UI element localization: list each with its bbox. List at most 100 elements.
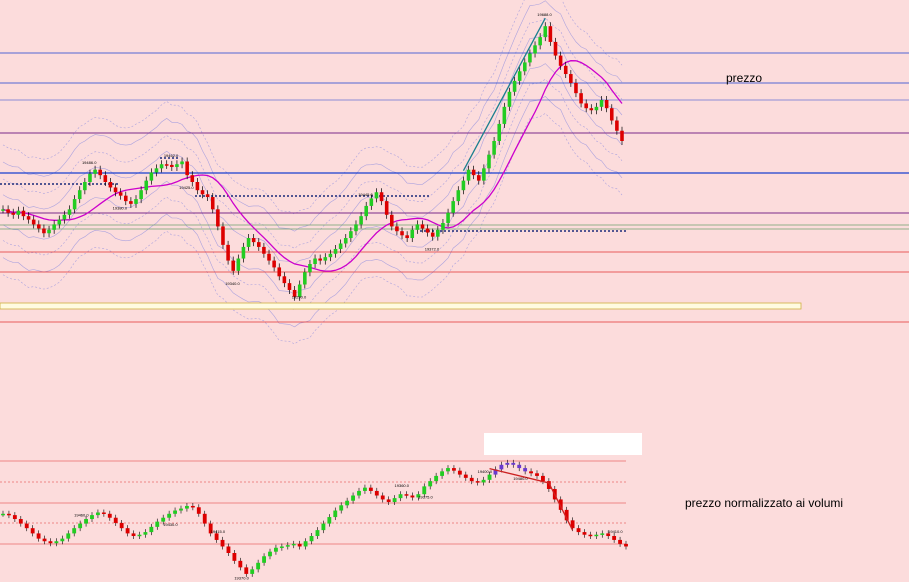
candle-body xyxy=(415,224,420,230)
norm-candle-body xyxy=(232,553,237,561)
candle-body xyxy=(108,182,113,188)
candle-body xyxy=(154,168,159,173)
candle-body xyxy=(262,246,266,254)
norm-candle-body xyxy=(220,539,225,547)
norm-annotation: 19370.0 xyxy=(234,575,249,580)
candle-body xyxy=(221,226,225,245)
norm-candle-body xyxy=(244,567,249,574)
norm-candle-body xyxy=(36,533,41,539)
norm-candle-body xyxy=(392,498,397,503)
norm-trendline xyxy=(489,467,574,531)
candle-body xyxy=(123,195,128,202)
norm-candle-body xyxy=(333,510,338,518)
candle-body xyxy=(374,192,379,199)
candle-body xyxy=(6,209,10,213)
norm-candle-body xyxy=(357,490,361,496)
norm-candle-body xyxy=(101,512,106,514)
candle-body xyxy=(517,71,522,81)
candle-body xyxy=(441,223,445,230)
norm-candle-body xyxy=(149,526,154,533)
candle-body xyxy=(384,201,389,215)
candle-body xyxy=(313,258,317,264)
normalized-annotations: 19460.0 19430.0 19415.0 19370.0 19360.0 19375… xyxy=(74,469,623,581)
norm-candle-body xyxy=(558,499,563,510)
upper-band-3 xyxy=(2,0,623,232)
norm-candle-body xyxy=(173,510,177,514)
norm-candle-body xyxy=(137,534,142,537)
candle-body xyxy=(395,226,399,232)
candle-body xyxy=(1,209,5,211)
candle-body xyxy=(149,172,154,181)
norm-candle-body xyxy=(457,470,462,475)
norm-candle-body xyxy=(1,513,5,516)
candle-body xyxy=(466,169,471,181)
norm-candle-body xyxy=(250,569,255,574)
norm-candle-body xyxy=(345,500,350,506)
blank-overlay-box xyxy=(484,433,642,455)
price-candles xyxy=(1,22,624,301)
candle-body xyxy=(471,169,476,176)
norm-candle-body xyxy=(582,532,587,535)
candle-body xyxy=(400,231,404,236)
candle-body xyxy=(584,103,588,109)
norm-candle-body xyxy=(410,495,415,498)
candle-body xyxy=(256,242,261,247)
norm-candle-body xyxy=(155,521,160,527)
candle-body xyxy=(343,238,348,244)
norm-candle-body xyxy=(368,487,373,491)
norm-candle-body xyxy=(570,520,575,529)
candle-body xyxy=(308,264,312,273)
candle-body xyxy=(216,209,220,227)
norm-candle-body xyxy=(594,534,599,537)
norm-candle-body xyxy=(374,490,379,496)
candle-body xyxy=(195,182,200,191)
candle-body xyxy=(405,235,409,239)
candle-body xyxy=(430,232,435,237)
candle-body xyxy=(246,238,251,247)
candle-body xyxy=(118,192,123,196)
candle-body xyxy=(451,201,455,213)
candle-body xyxy=(287,283,292,290)
norm-candle-body xyxy=(493,469,498,475)
candle-body xyxy=(88,173,92,182)
norm-candle-body xyxy=(72,528,77,534)
norm-candle-body xyxy=(196,507,201,514)
candle-body xyxy=(538,37,542,46)
norm-candle-body xyxy=(446,468,450,472)
candle-body xyxy=(26,216,31,220)
candle-body xyxy=(318,258,322,261)
candle-body xyxy=(574,82,578,94)
norm-candle-body xyxy=(291,543,296,546)
norm-candle-body xyxy=(398,494,403,499)
candle-body xyxy=(533,45,537,54)
candle-body xyxy=(476,175,481,181)
norm-candle-body xyxy=(54,541,59,544)
norm-annotation: 19415.0 xyxy=(211,529,226,534)
candle-body xyxy=(497,123,502,141)
candle-body xyxy=(52,224,56,230)
norm-candle-body xyxy=(256,562,261,570)
candle-body xyxy=(333,248,338,254)
candle-body xyxy=(620,130,624,141)
candle-body xyxy=(164,164,169,166)
normalized-candles xyxy=(0,459,628,577)
norm-candle-body xyxy=(315,530,320,537)
candle-body xyxy=(210,197,215,210)
candle-body xyxy=(57,219,62,225)
norm-candle-body xyxy=(612,536,617,540)
norm-candle-body xyxy=(529,471,533,474)
candle-body xyxy=(11,212,16,215)
candle-body xyxy=(425,228,430,233)
candle-body xyxy=(369,198,374,206)
candle-body xyxy=(461,180,466,191)
norm-candle-body xyxy=(125,528,130,534)
norm-candle-body xyxy=(511,462,516,465)
norm-annotation: 19410.0 xyxy=(608,529,623,534)
normalized-panel-label: prezzo normalizzato ai volumi xyxy=(685,496,844,510)
norm-candle-body xyxy=(279,546,284,548)
norm-candle-body xyxy=(475,481,480,483)
candle-body xyxy=(390,214,394,227)
norm-candle-body xyxy=(48,541,53,544)
candle-body xyxy=(72,199,77,210)
norm-candle-body xyxy=(78,523,83,529)
